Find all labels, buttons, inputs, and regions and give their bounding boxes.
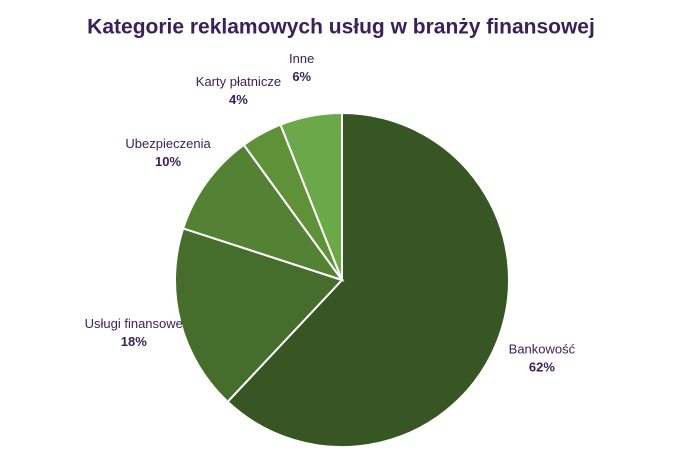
slice-label: Usługi finansowe: [85, 316, 183, 331]
slice-value-label: 6%: [292, 69, 311, 84]
slice-value-label: 10%: [155, 154, 181, 169]
pie-slice: [181, 143, 345, 282]
pie-slice: [226, 111, 510, 448]
pie-slice: [174, 227, 344, 404]
slice-value-label: 18%: [121, 334, 147, 349]
slice-label: Ubezpieczenia: [125, 136, 211, 151]
slice-value-label: 62%: [529, 360, 555, 375]
slice-value-label: 4%: [229, 92, 248, 107]
pie-slice: [279, 111, 343, 281]
slice-label: Bankowość: [509, 342, 576, 357]
chart-title: Kategorie reklamowych usług w branży fin…: [87, 16, 595, 39]
slice-label: Karty płatnicze: [196, 74, 281, 89]
slice-label: Inne: [289, 51, 314, 66]
